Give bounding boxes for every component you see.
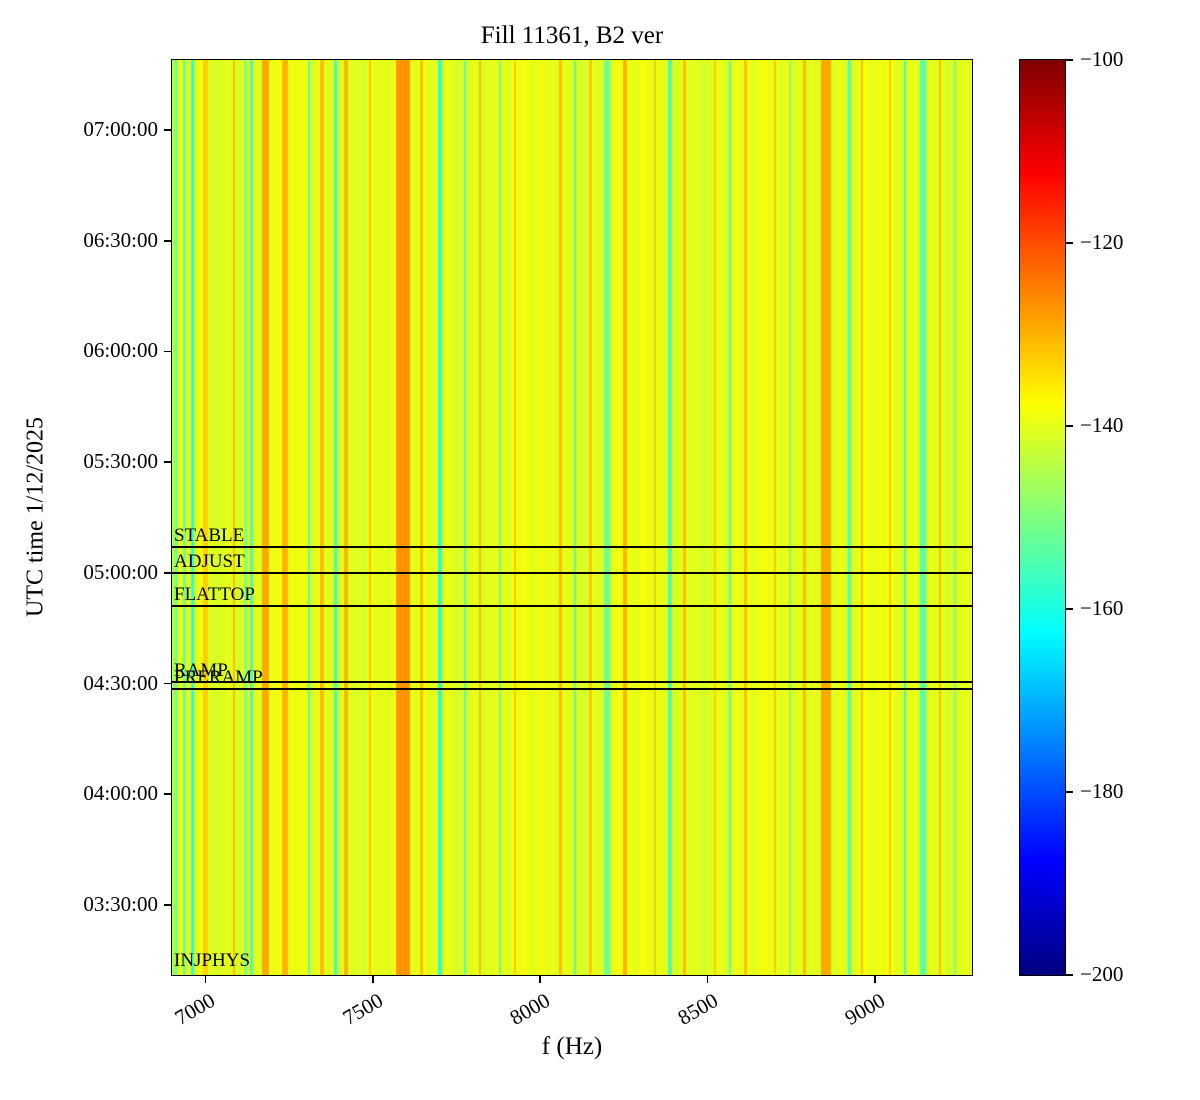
- y-tick-label: 03:30:00: [83, 891, 158, 916]
- y-tick-mark: [164, 461, 171, 463]
- x-tick-mark: [706, 976, 709, 983]
- phase-line-adjust: [172, 571, 972, 574]
- colorbar-tick-label: −100: [1080, 47, 1124, 71]
- x-tick-mark: [874, 976, 876, 983]
- phase-line-preramp: [172, 688, 972, 691]
- phase-label-adjust: ADJUST: [174, 550, 245, 572]
- colorbar-tick-label: −200: [1080, 962, 1124, 986]
- phase-label-injphys: INJPHYS: [174, 950, 251, 972]
- colorbar-tick-label: −160: [1080, 596, 1124, 620]
- y-tick-label: 05:30:00: [83, 449, 158, 474]
- y-tick-mark: [164, 904, 171, 906]
- colorbar-tick-label: −140: [1080, 413, 1124, 437]
- spectrogram-heatmap: [172, 60, 972, 975]
- phase-line-ramp: [172, 680, 972, 683]
- x-axis-label: f (Hz): [541, 1033, 603, 1060]
- y-tick-mark: [164, 129, 171, 131]
- x-tick-mark: [204, 976, 207, 983]
- phase-label-stable: STABLE: [174, 525, 245, 547]
- colorbar-tick-mark: [1066, 59, 1073, 61]
- y-tick-label: 06:30:00: [83, 227, 158, 252]
- phase-label-preramp: PRERAMP: [174, 667, 263, 689]
- y-tick-mark: [164, 793, 171, 795]
- y-tick-label: 07:00:00: [83, 117, 158, 142]
- y-tick-label: 04:00:00: [83, 781, 158, 806]
- phase-line-flattop: [172, 605, 972, 608]
- x-tick-mark: [539, 976, 541, 983]
- phase-line-stable: [172, 546, 972, 549]
- colorbar-tick-mark: [1066, 242, 1073, 244]
- x-tick-mark: [372, 976, 374, 983]
- colorbar-tick-mark: [1066, 791, 1073, 793]
- y-tick-mark: [164, 350, 171, 353]
- phase-label-ramp: RAMP: [174, 659, 228, 681]
- y-tick-label: 05:00:00: [83, 559, 158, 584]
- colorbar-gradient: [1020, 60, 1065, 975]
- colorbar-tick-label: −120: [1080, 230, 1124, 254]
- y-tick-label: 04:30:00: [83, 670, 158, 695]
- y-axis-label: UTC time 1/12/2025: [22, 417, 49, 617]
- colorbar-tick-mark: [1066, 608, 1073, 610]
- colorbar-tick-label: −180: [1080, 779, 1124, 803]
- chart-title: Fill 11361, B2 ver: [480, 22, 664, 49]
- y-tick-mark: [164, 682, 171, 685]
- colorbar-tick-mark: [1066, 974, 1073, 976]
- y-tick-mark: [164, 240, 171, 242]
- colorbar-tick-mark: [1066, 425, 1073, 427]
- y-tick-mark: [164, 572, 171, 574]
- phase-label-flattop: FLATTOP: [174, 584, 255, 606]
- y-tick-label: 06:00:00: [83, 338, 158, 363]
